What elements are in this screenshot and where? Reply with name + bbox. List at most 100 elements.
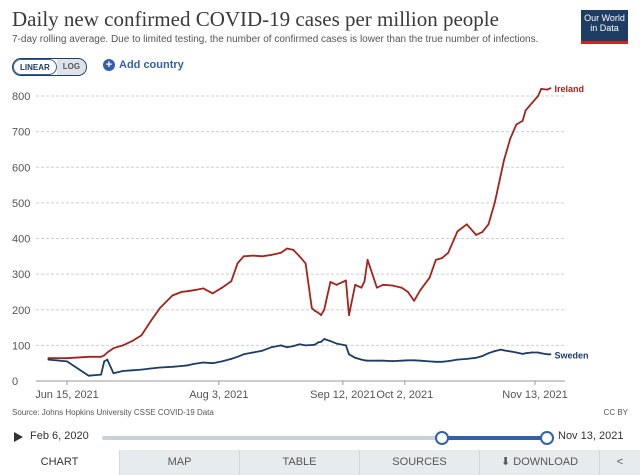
- data-point-sweden: [487, 352, 490, 355]
- scale-linear-button[interactable]: LINEAR: [13, 59, 57, 75]
- data-point-sweden: [304, 344, 307, 347]
- data-point-ireland: [400, 286, 403, 289]
- data-point-ireland: [159, 307, 161, 309]
- chart-title: Daily new confirmed COVID-19 cases per m…: [12, 7, 499, 31]
- data-point-ireland: [447, 251, 450, 254]
- data-point-sweden: [270, 346, 273, 349]
- data-point-sweden: [310, 344, 313, 346]
- data-point-sweden: [230, 358, 233, 360]
- play-icon[interactable]: [14, 432, 23, 442]
- tab-download[interactable]: ⬇ DOWNLOAD: [480, 450, 600, 475]
- data-point-ireland: [434, 258, 437, 261]
- legend-label-ireland: Ireland: [554, 84, 584, 94]
- share-icon[interactable]: <: [616, 456, 624, 468]
- data-point-ireland: [515, 123, 518, 126]
- plus-icon: +: [103, 59, 115, 71]
- source-note[interactable]: Source: Johns Hopkins University CSSE CO…: [12, 408, 214, 417]
- data-point-sweden: [549, 353, 552, 356]
- data-point-sweden: [335, 342, 338, 345]
- y-tick-label: 700: [12, 127, 30, 139]
- data-point-sweden: [419, 359, 422, 362]
- line-chart[interactable]: 0 100 200 300 400 500 600 700 800 Jun 15, 2021 Au…: [0, 80, 640, 405]
- data-point-ireland: [310, 307, 313, 309]
- data-point-ireland: [202, 287, 205, 290]
- data-point-sweden: [149, 367, 152, 370]
- tab-download-label: DOWNLOAD: [513, 456, 579, 468]
- data-point-ireland: [286, 247, 288, 250]
- data-point-ireland: [323, 308, 326, 311]
- data-point-sweden: [509, 350, 512, 353]
- data-point-ireland: [382, 283, 385, 286]
- logo-accent-bar: [581, 41, 628, 44]
- x-axis-ticks: Jun 15, 2021 Aug 3, 2021 Sep 12, 2021 Oct 2…: [35, 381, 568, 401]
- data-point-ireland: [363, 280, 366, 283]
- data-point-sweden: [186, 364, 189, 367]
- data-point-sweden: [481, 355, 484, 357]
- data-point-ireland: [540, 87, 543, 90]
- data-point-sweden: [202, 361, 205, 364]
- chart-subtitle: 7-day rolling average. Due to limited te…: [12, 34, 539, 45]
- series-line-ireland: [48, 87, 551, 360]
- data-point-sweden: [521, 353, 524, 355]
- data-point-ireland: [230, 280, 233, 283]
- y-tick-label: 100: [12, 340, 30, 352]
- data-point-sweden: [242, 353, 245, 356]
- owid-logo[interactable]: Our World in Data: [581, 10, 628, 44]
- data-point-ireland: [121, 344, 124, 347]
- data-point-sweden: [140, 368, 143, 371]
- timeline-start-handle[interactable]: [435, 431, 449, 445]
- data-point-ireland: [456, 230, 459, 233]
- timeline-track[interactable]: [102, 436, 546, 440]
- data-point-sweden: [236, 355, 239, 358]
- data-point-ireland: [242, 255, 245, 258]
- data-point-sweden: [193, 363, 195, 365]
- data-point-sweden: [500, 348, 502, 351]
- data-point-ireland: [376, 286, 378, 289]
- x-tick-label: Nov 13, 2021: [502, 389, 567, 401]
- data-point-sweden: [171, 365, 174, 368]
- data-point-sweden: [261, 349, 264, 352]
- timeline-selected-range[interactable]: [441, 436, 546, 440]
- y-tick-label: 500: [12, 198, 30, 210]
- data-point-sweden: [493, 350, 496, 352]
- x-tick-label: Aug 3, 2021: [189, 389, 248, 401]
- data-point-sweden: [131, 369, 133, 372]
- scale-log-button[interactable]: LOG: [56, 59, 87, 75]
- data-point-sweden: [329, 340, 332, 342]
- data-point-ireland: [112, 347, 115, 350]
- data-point-sweden: [221, 360, 223, 363]
- x-tick-label: Jun 15, 2021: [35, 389, 99, 401]
- license-link[interactable]: CC BY: [603, 408, 628, 417]
- data-point-ireland: [549, 87, 552, 90]
- data-point-ireland: [441, 257, 443, 259]
- data-point-sweden: [413, 359, 416, 362]
- logo-line-1: Our World: [584, 13, 625, 23]
- tab-map[interactable]: MAP: [120, 450, 240, 475]
- data-point-sweden: [314, 343, 316, 346]
- tab-chart[interactable]: CHART: [0, 450, 120, 475]
- chart-grid: [36, 95, 565, 382]
- tab-sources[interactable]: SOURCES: [360, 450, 480, 475]
- data-point-sweden: [407, 359, 409, 362]
- data-point-sweden: [317, 341, 319, 344]
- data-point-ireland: [531, 102, 533, 105]
- data-point-sweden: [103, 360, 106, 363]
- data-point-ireland: [270, 253, 273, 256]
- data-point-ireland: [193, 289, 195, 292]
- data-point-ireland: [140, 334, 143, 337]
- data-point-ireland: [292, 249, 295, 251]
- data-point-sweden: [391, 360, 394, 362]
- add-country-button[interactable]: + Add country: [103, 59, 184, 71]
- tab-table[interactable]: TABLE: [240, 450, 360, 475]
- scale-toggle[interactable]: LINEAR LOG: [12, 58, 88, 76]
- data-point-sweden: [363, 359, 366, 362]
- timeline-end-handle[interactable]: [540, 431, 554, 445]
- data-point-ireland: [149, 320, 152, 323]
- logo-line-2: in Data: [590, 23, 619, 33]
- data-point-ireland: [320, 314, 323, 316]
- data-point-ireland: [500, 173, 502, 176]
- data-point-ireland: [428, 276, 431, 279]
- data-point-sweden: [87, 374, 90, 377]
- data-point-ireland: [345, 279, 347, 282]
- timeline-end-label: Nov 13, 2021: [558, 430, 624, 442]
